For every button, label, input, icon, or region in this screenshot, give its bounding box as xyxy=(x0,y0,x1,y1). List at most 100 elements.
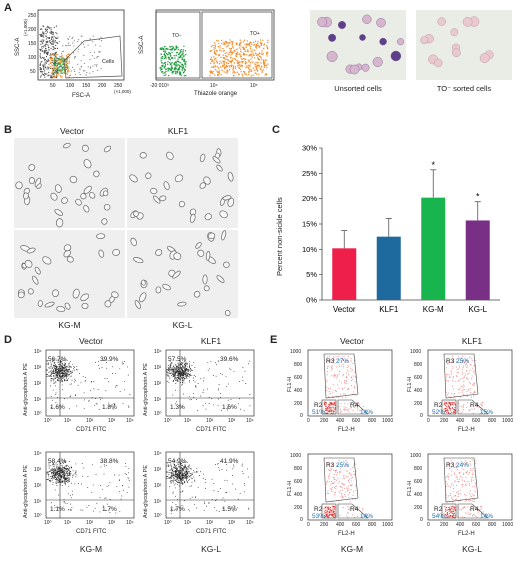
region-r2-value: 52% xyxy=(432,409,446,416)
x-tick: 400 xyxy=(456,418,465,424)
y-axis-label: FL1-H xyxy=(287,480,293,496)
panel-label-a: A xyxy=(4,2,12,14)
micrograph-vector xyxy=(14,138,125,228)
cell xyxy=(23,192,29,200)
cell xyxy=(54,208,63,216)
cells-image xyxy=(129,148,235,223)
x-tick: 800 xyxy=(488,522,497,528)
cell xyxy=(81,302,89,310)
x-axis-label: Thiazole orange xyxy=(194,91,238,97)
x-tick: 1000 xyxy=(502,418,514,424)
region-r3-value: 24% xyxy=(456,462,470,469)
cell xyxy=(69,175,78,184)
cell xyxy=(204,213,212,221)
category-label: KLF1 xyxy=(379,305,399,314)
y-tick: 600 xyxy=(294,375,303,381)
cell xyxy=(89,192,96,199)
y-tick: 0 xyxy=(300,413,303,419)
cell xyxy=(83,204,90,213)
y-tick: 10³ xyxy=(34,365,42,371)
region-r2-label: R2 xyxy=(314,402,323,409)
flow-plot-kg-m: KG-M 58.4% 38.8% 1.1% 1.7% 10⁴ 10³ 10² 1… xyxy=(20,448,138,558)
y-tick: 10⁰ xyxy=(154,411,162,417)
cell xyxy=(52,289,59,298)
y-tick-label: 25% xyxy=(302,169,317,178)
sorted-cells-image xyxy=(420,16,494,68)
cell xyxy=(227,171,234,182)
cell xyxy=(32,275,39,285)
quadrant-ur: 39.9% xyxy=(100,356,119,363)
x-axis-label: FL2-H xyxy=(338,531,355,537)
cell xyxy=(26,247,36,254)
title-kg-l: KG-L xyxy=(172,320,193,330)
x-tick: 10⁴ xyxy=(246,520,254,526)
region-r2-value: 53% xyxy=(312,513,326,520)
region-r4-value: 15% xyxy=(480,409,494,416)
y-tick: 600 xyxy=(294,479,303,485)
category-label: Vector xyxy=(333,305,356,314)
x-axis-label: FSC-A xyxy=(72,93,90,99)
cell xyxy=(50,192,58,201)
y-tick-label: 5% xyxy=(306,270,317,279)
gate-label-to-pos: TO+ xyxy=(250,31,260,37)
y-tick: 10⁰ xyxy=(154,513,162,519)
cell xyxy=(66,256,74,263)
cell xyxy=(376,17,386,28)
micrograph-kg-m xyxy=(14,230,125,318)
y-tick-label: 10% xyxy=(302,245,317,254)
y-tick: 1000 xyxy=(410,349,422,355)
y-tick: 10³ xyxy=(34,467,42,473)
cell xyxy=(178,200,185,208)
x-axis-label: CD71 FITC xyxy=(76,427,107,433)
region-r4-label: R4 xyxy=(350,402,359,409)
x-tick: 10³ xyxy=(228,418,236,424)
cell xyxy=(139,292,147,303)
x-tick: 1000 xyxy=(382,522,394,528)
cell xyxy=(379,37,387,46)
cell xyxy=(98,249,105,258)
cell xyxy=(420,36,429,45)
cell xyxy=(159,195,167,202)
title-kg-m: KG-M xyxy=(58,320,81,330)
scatter-svg xyxy=(307,453,393,521)
y-tick: 800 xyxy=(414,362,423,368)
cell xyxy=(205,250,211,261)
gate-label-to-neg: TO− xyxy=(172,33,182,39)
y-tick: 200 xyxy=(414,401,423,407)
thiazole-scatter xyxy=(155,9,275,81)
y-tick-label: 15% xyxy=(302,220,317,229)
x-axis-label: CD71 FITC xyxy=(196,427,227,433)
cell xyxy=(223,261,230,268)
bar-kg-l xyxy=(465,220,490,300)
region-r4-label: R4 xyxy=(350,506,359,513)
region-r3-value: 27% xyxy=(336,358,350,365)
region-r2-label: R2 xyxy=(434,506,443,513)
x-tick: 10⁵ xyxy=(250,83,258,89)
cell xyxy=(130,237,137,247)
y-tick: 10⁴ xyxy=(34,451,42,457)
x-tick: 400 xyxy=(336,418,345,424)
cell xyxy=(479,53,490,64)
panel-label-e: E xyxy=(270,334,278,346)
cell xyxy=(199,153,206,163)
region-r3-label: R3 xyxy=(446,358,455,365)
cell xyxy=(328,33,337,42)
cell xyxy=(195,242,202,249)
cell xyxy=(361,63,370,72)
cell xyxy=(28,164,36,171)
flow-plot-kg-l: KG-L 54.9% 41.9% 1.7% 1.5% 10⁴ 10³ 10² 1… xyxy=(140,448,258,558)
cell xyxy=(372,57,383,68)
title-vector: Vector xyxy=(59,126,85,136)
region-r3-label: R3 xyxy=(326,462,335,469)
caption-unsorted: Unsorted cells xyxy=(334,84,382,93)
quadrant-lr: 1.6% xyxy=(222,404,237,411)
cell xyxy=(227,197,235,208)
cell xyxy=(203,176,211,185)
cell xyxy=(155,286,162,294)
cell xyxy=(15,181,23,190)
quadrant-ur: 39.6% xyxy=(220,356,239,363)
y-tick: 10¹ xyxy=(154,397,162,403)
region-r2-label: R2 xyxy=(314,506,323,513)
micrograph-kg-l xyxy=(127,230,238,318)
x-tick: 800 xyxy=(368,522,377,528)
